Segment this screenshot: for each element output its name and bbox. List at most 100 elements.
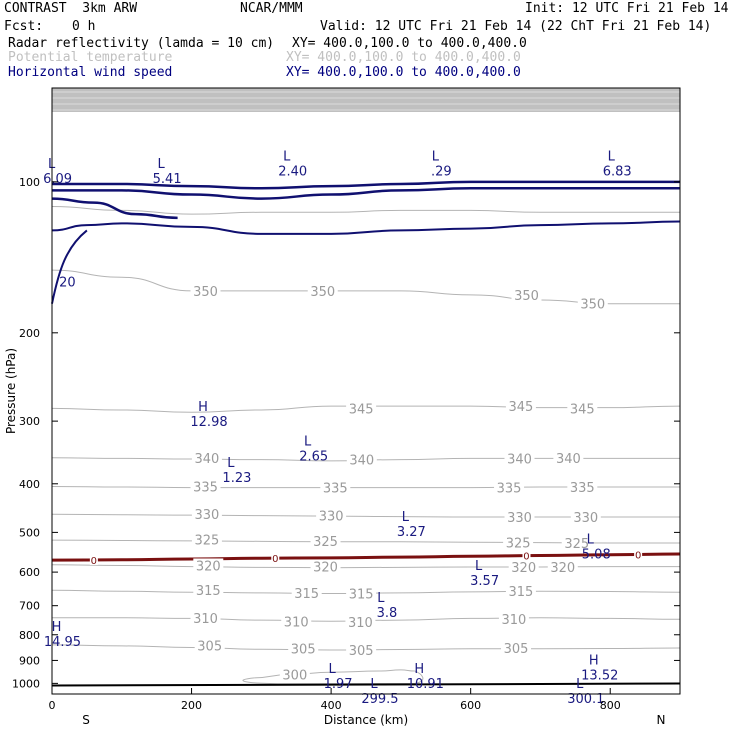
theta-label-bg [498,611,529,626]
theta-label: 310 [284,615,309,630]
theta-label: 325 [506,537,531,552]
wind-speed-contour-20 [51,220,681,235]
field-reflectivity-name: Radar reflectivity (lamda = 10 cm) [8,36,275,51]
extremum-L-marker: L [587,533,595,548]
theta-line-350 [51,269,680,305]
theta-label: 315 [349,588,374,603]
y-tick-label: 600 [19,566,40,579]
theta-label-bg [577,296,608,311]
theta-label: 345 [508,400,533,415]
theta-label: 345 [349,402,374,417]
extremum-H-marker: H [414,662,424,677]
header-fcst-label: Fcst: [4,19,44,34]
extremum-L-marker: L [283,149,291,164]
end-label-north: N [657,713,666,727]
theta-line-320 [51,564,680,569]
extremum-value: 12.98 [190,415,227,430]
extremum-L-marker: L [432,149,440,164]
theta-label: 340 [507,452,532,467]
y-tick-label: 800 [19,629,40,642]
theta-label-bg [190,479,221,494]
theta-label-bg [194,638,225,653]
theta-label: 330 [194,508,219,523]
extremum-value: 2.65 [299,450,328,465]
field-wind-name: Horizontal wind speed [8,65,173,80]
theta-label: 310 [502,613,527,628]
theta-label: 350 [580,298,605,313]
theta-label: 335 [570,481,595,496]
theta-label: 350 [193,285,218,300]
theta-label-bg [504,510,535,525]
y-axis-title: Pressure (hPa) [4,348,18,434]
theta-label-bg [346,586,377,601]
theta-label: 335 [193,480,218,495]
freezing-label-bg [89,554,98,565]
extremum-L-marker: L [227,456,235,471]
header-model: CONTRAST 3km ARW [4,1,138,16]
theta-label: 310 [193,612,218,627]
theta-label-bg [567,401,598,416]
x-tick-label: 800 [600,699,621,712]
theta-label-bg [505,399,536,414]
theta-label: 310 [348,616,373,631]
theta-label-bg [190,283,221,298]
theta-label: 325 [313,535,338,550]
theta-label: 325 [564,537,589,552]
theta-label-bg [505,584,536,599]
theta-label-bg [567,480,598,495]
freezing-label: 0 [91,556,97,567]
theta-label: 340 [349,454,374,469]
end-label-south: S [82,713,90,727]
theta-label-bg [191,507,222,522]
header-org: NCAR/MMM [240,1,303,16]
wind-speed-label: 20 [59,275,76,290]
extremum-value: 1.23 [222,471,251,486]
extremum-value: 6.83 [603,164,632,179]
header-init: Init: 12 UTC Fri 21 Feb 14 [525,1,729,16]
field-theta-xy: XY= 400.0,100.0 to 400.0,400.0 [286,50,521,65]
freezing-label: 0 [272,554,278,565]
theta-label-bg [310,533,341,548]
theta-label-bg [190,610,221,625]
theta-label-bg [346,643,377,658]
freezing-label: 0 [523,552,529,563]
theta-label: 330 [507,511,532,526]
extremum-value: 10.91 [407,677,444,692]
theta-label-bg [193,583,224,598]
theta-label-bg [494,480,525,495]
theta-label-bg [191,450,222,465]
extremum-value: 2.40 [278,164,307,179]
extremum-value: 5.08 [582,548,611,563]
theta-label: 340 [556,452,581,467]
extremum-value: 13.52 [581,669,618,684]
y-tick-label: 400 [19,478,40,491]
plot-frame [51,87,681,695]
extremum-H-marker: H [198,400,208,415]
field-theta-name: Potential temperature [8,50,173,65]
freezing-label-bg [634,549,643,560]
freezing-label-bg [271,553,280,564]
extremum-value: 299.5 [361,692,398,707]
extremum-value: 3.57 [470,574,499,589]
field-reflectivity-xy: XY= 400.0,100.0 to 400.0,400.0 [292,36,527,51]
y-tick-label: 700 [19,600,40,613]
theta-label: 305 [504,642,529,657]
theta-label-bg [320,480,351,495]
theta-label-bg [345,615,376,630]
theta-label: 315 [196,584,221,599]
x-tick-label: 400 [321,699,342,712]
freezing-label-bg [522,550,531,561]
extremum-L-marker: L [402,510,410,525]
extremum-value: 14.95 [44,635,81,650]
extremum-L-marker: L [377,591,385,606]
extremum-value: .29 [431,164,452,179]
theta-label-bg [279,667,310,682]
theta-label-bg [511,287,542,302]
ground-line [51,682,681,687]
header-valid: Valid: 12 UTC Fri 21 Feb 14 (22 ChT Fri … [320,19,712,34]
theta-label-bg [307,283,338,298]
theta-label: 305 [197,639,222,654]
theta-label-bg [316,508,347,523]
theta-label: 305 [291,642,316,657]
